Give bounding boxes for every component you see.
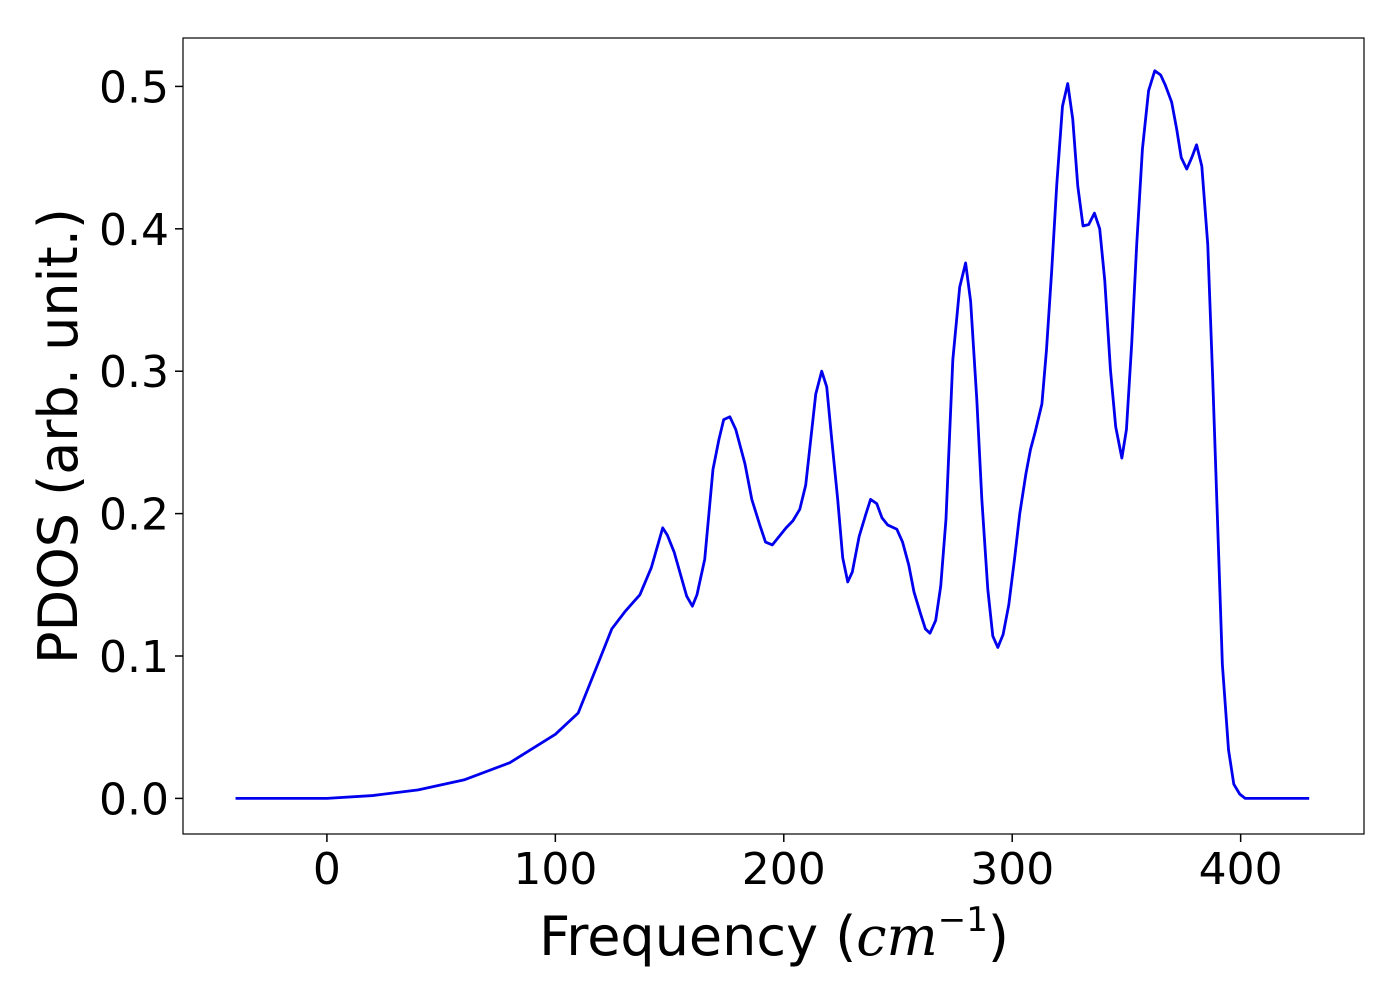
y-tick-label: 0.2 <box>99 490 169 541</box>
x-tick-label: 400 <box>1199 844 1283 895</box>
x-label-math: cm <box>856 905 937 968</box>
x-tick-label: 200 <box>742 844 826 895</box>
x-label-part: ) <box>988 905 1009 968</box>
x-label-sup: −1 <box>938 900 988 940</box>
y-tick-label: 0.0 <box>99 774 169 825</box>
y-tick-label: 0.4 <box>99 205 169 256</box>
y-axis-label: PDOS (arb. unit.) <box>27 208 90 664</box>
plot-frame <box>182 37 1365 835</box>
y-tick-label: 0.5 <box>99 62 169 113</box>
line-series <box>235 69 1310 800</box>
x-tick-label: 300 <box>970 844 1054 895</box>
x-label-part: Frequency ( <box>539 905 856 968</box>
x-tick-label: 100 <box>513 844 597 895</box>
y-tick-label: 0.3 <box>99 347 169 398</box>
y-tick-label: 0.1 <box>99 632 169 683</box>
x-tick-label: 0 <box>313 844 341 895</box>
x-axis-label: Frequency (cm−1) <box>539 900 1009 968</box>
